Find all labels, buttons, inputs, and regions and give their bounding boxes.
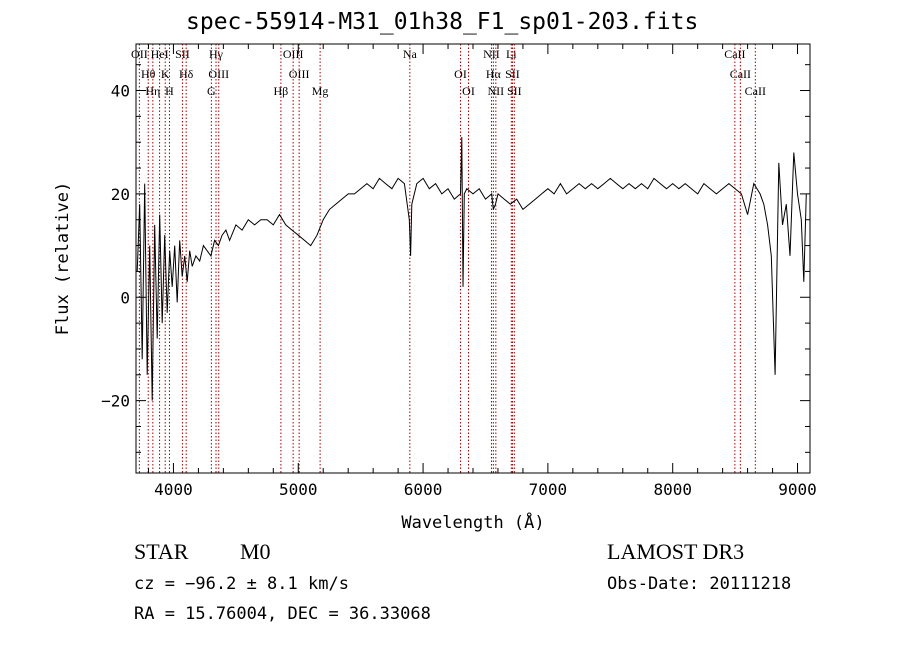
chart-title: spec-55914-M31_01h38_F1_sp01-203.fits bbox=[186, 9, 699, 35]
spectral-line-label: Hγ bbox=[209, 47, 224, 61]
spectral-line-label: Na bbox=[403, 47, 418, 61]
x-tick-label: 9000 bbox=[778, 480, 817, 499]
spectral-line-label: SII bbox=[507, 84, 522, 98]
spectral-line-label: HeI bbox=[151, 47, 169, 61]
x-tick-label: 4000 bbox=[154, 480, 193, 499]
spectral-line-label: OIII bbox=[208, 67, 229, 81]
sky-coordinates: RA = 15.76004, DEC = 36.33068 bbox=[134, 604, 431, 624]
observation-date: Obs-Date: 20111218 bbox=[607, 574, 792, 594]
spectral-line-label: OII bbox=[131, 47, 148, 61]
x-axis-label: Wavelength (Å) bbox=[401, 511, 544, 533]
spectral-line-label: Hθ bbox=[141, 67, 156, 81]
spectrum-line bbox=[136, 136, 807, 401]
spectral-line-label: OI bbox=[454, 67, 467, 81]
spectral-line-label: G bbox=[207, 84, 216, 98]
spectral-line-label: OI bbox=[462, 84, 475, 98]
y-tick-label: 0 bbox=[120, 288, 130, 307]
y-tick-label: −20 bbox=[101, 392, 130, 411]
spectral-line-label: Hδ bbox=[179, 67, 194, 81]
spectral-line-label: Hα bbox=[486, 67, 502, 81]
y-tick-label: 40 bbox=[111, 82, 130, 101]
spectral-line-label: OIII bbox=[283, 47, 304, 61]
spectral-line-label: Hη bbox=[145, 84, 160, 98]
x-tick-label: 5000 bbox=[279, 480, 318, 499]
plot-frame bbox=[135, 43, 811, 474]
spectral-line-label: Hβ bbox=[274, 84, 289, 98]
y-axis-label: Flux (relative) bbox=[53, 182, 73, 336]
spectral-line-label: SII bbox=[175, 47, 190, 61]
spectral-line-label: H bbox=[165, 84, 174, 98]
survey-name: LAMOST DR3 bbox=[607, 539, 745, 564]
spectral-line-label: NII bbox=[483, 47, 500, 61]
spectral-line-label: SII bbox=[505, 67, 520, 81]
spectral-line-label: Mg bbox=[312, 84, 329, 98]
object-subclass: M0 bbox=[240, 539, 271, 564]
spectral-line-label: NII bbox=[488, 84, 505, 98]
spectral-line-label: K bbox=[161, 67, 170, 81]
x-tick-label: 6000 bbox=[404, 480, 443, 499]
object-class: STAR bbox=[134, 539, 189, 564]
spectral-line-label: OIII bbox=[289, 67, 310, 81]
y-tick-label: 20 bbox=[111, 185, 130, 204]
spectral-line-label: Li bbox=[506, 47, 517, 61]
redshift-value: cz = −96.2 ± 8.1 km/s bbox=[134, 574, 349, 594]
spectral-line-label: CaII bbox=[724, 47, 745, 61]
spectral-line-label: CaII bbox=[730, 67, 751, 81]
spectral-line-label: CaII bbox=[745, 84, 766, 98]
x-tick-label: 8000 bbox=[653, 480, 692, 499]
x-tick-label: 7000 bbox=[529, 480, 568, 499]
